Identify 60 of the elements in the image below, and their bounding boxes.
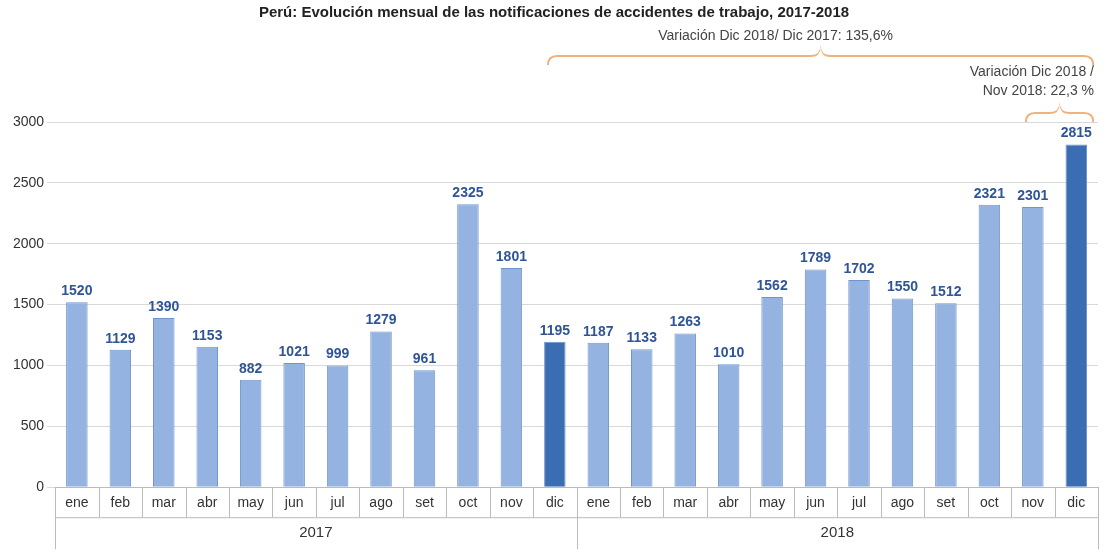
data-label: 1129 — [105, 329, 136, 346]
data-label: 1263 — [669, 313, 701, 330]
x-tick-label: may — [758, 494, 786, 511]
x-tick-label: may — [237, 494, 264, 511]
y-tick-label: 1500 — [12, 295, 45, 312]
data-label: 1520 — [61, 282, 93, 299]
data-label: 2301 — [1017, 186, 1049, 203]
data-label: 882 — [239, 359, 263, 376]
x-tick-label: oct — [458, 494, 478, 511]
x-tick-label: ene — [586, 494, 611, 511]
y-tick-label: 500 — [20, 417, 45, 434]
data-label: 1702 — [843, 259, 875, 276]
x-tick-label: set — [415, 494, 434, 511]
data-label: 1550 — [886, 278, 919, 295]
text: 2017 — [299, 523, 333, 541]
data-label: 1021 — [278, 342, 310, 359]
data-label: 2321 — [973, 184, 1006, 201]
x-tick-label: feb — [110, 494, 131, 511]
data-label: 999 — [325, 345, 350, 362]
x-tick-label: ene — [65, 494, 89, 511]
y-tick-label: 2500 — [12, 173, 45, 190]
x-tick-label: dic — [1067, 494, 1086, 511]
x-tick-label: mar — [151, 494, 177, 511]
text: 2018 — [820, 523, 854, 541]
x-tick-label: jul — [851, 494, 867, 511]
x-tick-label: abr — [718, 494, 740, 511]
x-tick-label: mar — [673, 494, 698, 511]
data-label: 2325 — [452, 184, 484, 201]
x-tick-label: ago — [369, 494, 393, 511]
data-label: 1010 — [713, 344, 745, 361]
data-label: 1153 — [192, 326, 223, 343]
x-tick-label: dic — [545, 494, 564, 511]
data-label: 1562 — [756, 276, 788, 293]
x-tick-label: jun — [283, 494, 304, 511]
x-tick-label: jun — [805, 494, 825, 511]
data-label: 1195 — [539, 321, 571, 338]
y-tick-label: 0 — [36, 478, 45, 495]
x-tick-label: ago — [890, 494, 915, 511]
x-tick-label: nov — [1021, 494, 1045, 511]
data-label: 1279 — [365, 311, 397, 328]
text: Variación Dic 2018 / Nov 2018: 22,3 % — [969, 62, 1095, 98]
text: Variación Dic 2018/ Dic 2017: 135,6% — [658, 26, 893, 43]
y-tick-label: 3000 — [12, 112, 45, 129]
data-label: 961 — [412, 350, 437, 367]
x-tick-label: nov — [500, 494, 523, 511]
data-label: 1390 — [148, 297, 180, 314]
data-label: 1133 — [626, 329, 658, 346]
y-tick-label: 1000 — [12, 356, 45, 373]
x-tick-label: abr — [197, 494, 218, 511]
y-tick-label: 2000 — [12, 234, 45, 251]
chart-title: Perú: Evolución mensual de las notificaciones de accidentes de trabajo, 2017-2018 — [258, 3, 850, 21]
x-tick-label: set — [936, 494, 956, 511]
data-label: 1187 — [583, 322, 614, 339]
x-tick-label: feb — [632, 494, 652, 511]
data-label: 1512 — [930, 283, 962, 299]
x-tick-label: oct — [980, 494, 999, 511]
data-label: 1801 — [495, 247, 528, 264]
data-label: 2815 — [1060, 124, 1093, 141]
data-label: 1789 — [799, 249, 832, 266]
x-tick-label: jul — [329, 494, 345, 511]
